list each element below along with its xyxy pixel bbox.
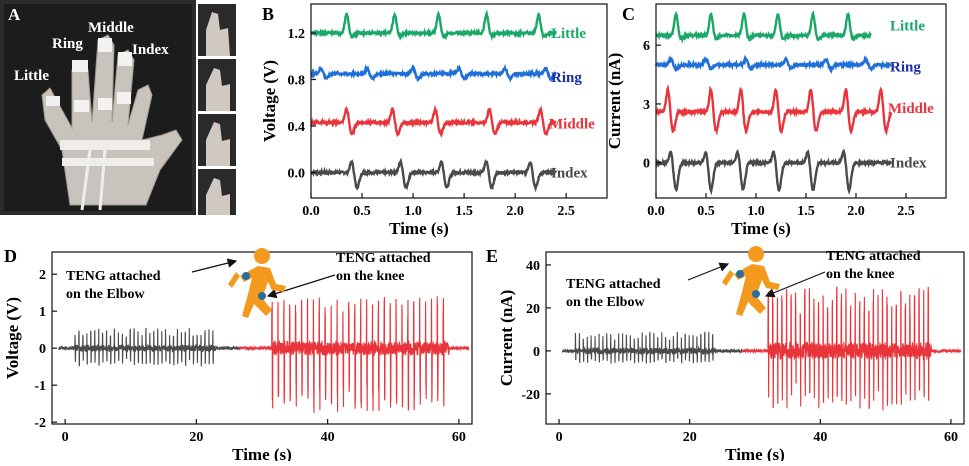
x-tick-label: 20 (189, 430, 203, 445)
annotation-d: TENG attached on the Elbow TENG attached… (66, 248, 431, 318)
x-tick-label: 0 (62, 430, 69, 445)
series-black-e (561, 331, 743, 364)
chart-b: 0.0 0.5 1.0 1.5 2.0 2.5 0.0 0.4 0.8 1.2 Time (s) Vo… (260, 3, 608, 238)
x-tick-label: 2.5 (897, 204, 915, 219)
annot-d-right-1: TENG attached (336, 251, 431, 266)
axes-frame (655, 3, 947, 199)
series-label-index: Index (890, 156, 927, 172)
y-axis-label: Current (nA) (497, 290, 516, 386)
x-tick-label: 40 (321, 430, 335, 445)
series-label-index: Index (551, 165, 588, 181)
y-tick-label: 0 (643, 157, 650, 172)
y-tick-label: 0.8 (288, 74, 306, 89)
series-label-little: Little (551, 26, 586, 42)
y-tick-label: 0 (39, 342, 46, 357)
y-tick-label: 1 (39, 305, 46, 320)
runner-icon-e (722, 246, 780, 316)
y-tick-label: 40 (526, 259, 540, 274)
x-tick-label: 60 (452, 430, 466, 445)
photo-label-little: Little (14, 68, 49, 84)
annotation-e: TENG attached on the Elbow TENG attached… (566, 246, 921, 316)
series-red-e (741, 286, 962, 411)
series-green-c (654, 10, 872, 45)
series-blue-b (310, 63, 557, 83)
y-tick-label: -20 (521, 388, 540, 403)
panel-label-c: C (622, 4, 635, 24)
y-tick-label: 0 (533, 345, 540, 360)
photo-label-ring: Ring (52, 36, 83, 52)
runner-icon-d (228, 248, 286, 318)
y-tick-label: 20 (526, 302, 540, 317)
series-black-c (655, 148, 893, 196)
annot-d-left-2: on the Elbow (66, 287, 145, 302)
panel-a-photo: Little Ring Middle Index A (0, 0, 236, 215)
x-tick-label: 1.0 (747, 204, 765, 219)
panel-label-a: A (8, 5, 21, 24)
panel-label-e: E (486, 246, 498, 266)
series-blue-c (654, 54, 892, 75)
x-tick-label: 60 (944, 430, 958, 445)
annot-e-right-2: on the knee (826, 267, 894, 282)
series-green-b (310, 9, 558, 42)
y-tick-label: 6 (643, 39, 650, 54)
x-axis-label: Time (s) (389, 219, 449, 238)
y-tick-label: -1 (34, 379, 46, 394)
y-axis-label: Voltage (V) (260, 60, 279, 142)
x-tick-label: 1.5 (797, 204, 815, 219)
chart-e: 0 20 40 60 -20 0 20 40 Time (s) Current (nA) (497, 251, 965, 464)
y-tick-label: 0.4 (288, 120, 306, 135)
arrow-elbow-e (687, 262, 730, 281)
chart-c: 0.0 0.5 1.0 1.5 2.0 2.5 0 3 6 Time (s) Current (nA… (605, 3, 947, 238)
series-label-little: Little (890, 19, 925, 35)
annot-e-right-1: TENG attached (826, 249, 921, 264)
y-tick-label: 3 (643, 98, 650, 113)
x-axis-label: Time (s) (725, 445, 785, 461)
y-axis-label: Voltage (V) (3, 297, 22, 379)
x-tick-label: 1.0 (404, 204, 422, 219)
y-axis-label: Current (nA) (605, 53, 624, 149)
series-label-ring: Ring (890, 60, 921, 76)
series-red-b (310, 104, 557, 139)
annot-e-left-1: TENG attached (566, 277, 661, 292)
y-tick-label: 1.2 (288, 27, 306, 42)
x-axis-label: Time (s) (731, 219, 791, 238)
series-black-b (310, 157, 558, 193)
annot-e-left-2: on the Elbow (566, 295, 645, 310)
y-tick-label: 0.0 (288, 166, 306, 181)
x-tick-label: 2.0 (847, 204, 865, 219)
x-tick-label: 2.5 (557, 204, 575, 219)
series-red-c (655, 84, 893, 136)
panel-label-b: B (262, 4, 274, 24)
arrow-knee-e (764, 271, 826, 298)
series-label-middle: Middle (549, 117, 595, 133)
photo-label-middle: Middle (88, 20, 134, 36)
x-axis-label: Time (s) (232, 445, 292, 461)
annot-d-right-2: on the knee (336, 269, 404, 284)
x-tick-label: 1.5 (455, 204, 473, 219)
series-red-d (238, 296, 470, 413)
x-tick-label: 2.0 (506, 204, 524, 219)
series-black-d (58, 327, 240, 367)
x-tick-label: 0.0 (302, 204, 320, 219)
arrow-elbow-d (191, 258, 238, 273)
x-tick-label: 0 (556, 430, 563, 445)
series-label-middle: Middle (888, 101, 934, 117)
x-tick-label: 0.0 (647, 204, 665, 219)
x-tick-label: 20 (683, 430, 697, 445)
series-label-ring: Ring (551, 70, 582, 86)
x-tick-label: 0.5 (353, 204, 371, 219)
photo-label-index: Index (132, 42, 169, 58)
y-tick-label: -2 (34, 416, 46, 431)
side-photos (198, 4, 236, 215)
x-tick-label: 0.5 (697, 204, 715, 219)
y-tick-label: 2 (39, 268, 46, 283)
annot-d-left-1: TENG attached (66, 269, 161, 284)
x-tick-label: 40 (813, 430, 827, 445)
arrow-knee-d (266, 274, 336, 299)
axes-frame (310, 3, 608, 199)
panel-label-d: D (4, 246, 17, 266)
